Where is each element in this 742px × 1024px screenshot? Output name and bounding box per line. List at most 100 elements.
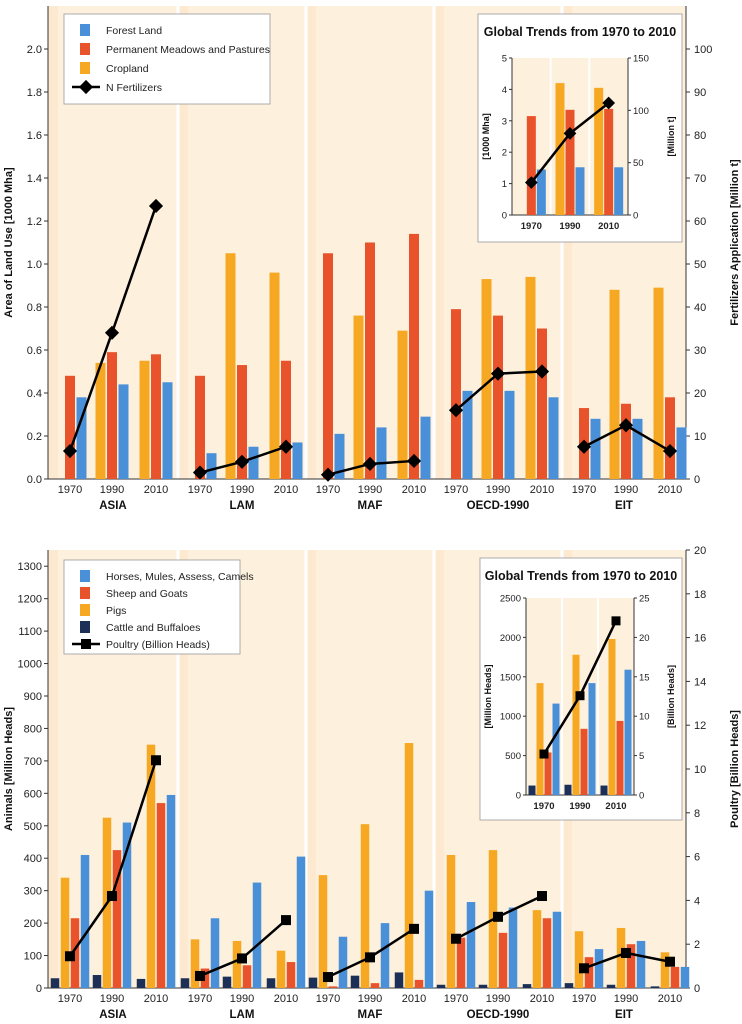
- region-label: OECD-1990: [467, 500, 530, 512]
- bar-maf-2010-permanent-meadows-and-pastures: [409, 233, 419, 479]
- bar-eit-1990-permanent-meadows-and-pastures: [621, 403, 631, 479]
- inset-y-tick-label: 1: [502, 179, 507, 190]
- trend-marker: [195, 970, 205, 981]
- trend-marker: [665, 956, 675, 967]
- y2-tick-label: 20: [694, 545, 706, 557]
- trend-marker: [493, 911, 503, 922]
- trend-marker: [576, 439, 592, 454]
- y2-tick-label: 6: [694, 852, 700, 864]
- inset-y2-tick-label: 100: [633, 106, 649, 117]
- y2-tick-label: 100: [694, 44, 712, 56]
- y2-tick-label: 30: [694, 345, 706, 357]
- bar-asia-1990-sheep-and-goats: [112, 850, 122, 988]
- y-tick-label: 0.8: [27, 302, 42, 314]
- bar-eit-2010-cropland: [653, 287, 664, 479]
- bar-lam-1990-horses-mules-assess-camels: [252, 882, 262, 988]
- trend-marker: [278, 439, 294, 454]
- inset-y2-tick-label: 10: [639, 712, 650, 723]
- bar-eit-2010-sheep-and-goats: [670, 966, 680, 988]
- bar-lam-1970-forest-land: [206, 453, 217, 479]
- legend-label: Forest Land: [106, 25, 162, 37]
- inset-y-axis-title: [1000 Mha]: [481, 113, 491, 160]
- y-tick-label: 0.4: [27, 388, 42, 400]
- inset-y2-axis-title: [Million t]: [666, 117, 676, 157]
- bar-lam-2010-cattle-and-buffaloes: [266, 978, 276, 988]
- y2-axis-title: Poultry [Billion Heads]: [729, 710, 741, 828]
- bar-oecd-1990-2010-permanent-meadows-and-pastures: [537, 328, 547, 479]
- inset-bar: [624, 669, 632, 795]
- trend-marker: [320, 467, 336, 482]
- bar-eit-2010-cattle-and-buffaloes: [650, 986, 660, 988]
- y2-tick-label: 0: [694, 983, 700, 995]
- region-label: LAM: [230, 1009, 255, 1021]
- year-tick-label: 1990: [230, 993, 254, 1005]
- year-tick-label: 1970: [58, 484, 82, 496]
- y2-tick-label: 20: [694, 388, 706, 400]
- y2-tick-label: 4: [694, 895, 700, 907]
- inset-bar: [572, 654, 580, 795]
- region-lam: 1970 1990 2010 LAM: [180, 856, 306, 1021]
- y2-tick-label: 40: [694, 302, 706, 314]
- trend-marker: [65, 951, 75, 962]
- y-tick-label: 1300: [18, 561, 42, 573]
- trend-marker: [151, 755, 161, 766]
- year-tick-label: 1970: [58, 993, 82, 1005]
- trend-marker: [537, 891, 547, 902]
- legend-marker: [81, 639, 91, 649]
- year-tick-label: 1970: [188, 484, 212, 496]
- trend-marker: [662, 443, 678, 459]
- inset-bar: [588, 683, 596, 795]
- y2-tick-label: 60: [694, 216, 706, 228]
- bar-lam-1970-horses-mules-assess-camels: [210, 918, 220, 988]
- inset-bar: [536, 169, 546, 215]
- inset-year-label: 1990: [559, 221, 580, 232]
- inset-year-label: 1970: [521, 221, 542, 232]
- y-tick-label: 0.6: [27, 345, 42, 357]
- bar-maf-1990-cattle-and-buffaloes: [350, 975, 360, 988]
- bar-eit-1990-sheep-and-goats: [626, 944, 636, 988]
- bar-eit-2010-horses-mules-assess-camels: [680, 966, 690, 988]
- bar-oecd-1990-1990-cattle-and-buffaloes: [478, 984, 488, 988]
- region-label: EIT: [615, 500, 633, 512]
- legend-swatch: [80, 43, 90, 55]
- y-tick-label: 800: [24, 723, 42, 735]
- year-tick-label: 1970: [316, 993, 340, 1005]
- year-tick-label: 1990: [358, 484, 382, 496]
- y-tick-label: 600: [24, 788, 42, 800]
- inset-year-label: 1970: [533, 801, 554, 812]
- bar-asia-1970-cattle-and-buffaloes: [50, 978, 60, 988]
- bar-asia-2010-cropland: [139, 360, 150, 479]
- inset-y-tick-label: 5: [502, 54, 507, 65]
- trend-marker: [237, 953, 247, 964]
- trend-marker: [104, 325, 120, 340]
- bar-lam-2010-forest-land: [292, 442, 303, 479]
- inset-bar: [580, 728, 588, 795]
- bar-oecd-1990-1970-forest-land: [462, 390, 473, 479]
- inset-y-tick-label: 3: [502, 116, 507, 127]
- inset-bar: [528, 785, 536, 795]
- legend-label: Cropland: [106, 63, 149, 75]
- trend-marker: [534, 364, 550, 379]
- inset-bar: [616, 720, 624, 795]
- bar-lam-1990-sheep-and-goats: [242, 965, 252, 988]
- trend-marker: [365, 952, 375, 963]
- trend-marker: [362, 456, 378, 472]
- bar-eit-2010-forest-land: [676, 427, 687, 479]
- inset-y-tick-label: 2: [502, 148, 507, 159]
- bar-asia-2010-sheep-and-goats: [156, 803, 166, 988]
- year-tick-label: 2010: [402, 993, 426, 1005]
- trend-marker: [281, 915, 291, 926]
- trend-marker: [323, 972, 333, 983]
- legend-swatch: [80, 604, 90, 616]
- y2-tick-label: 12: [694, 720, 706, 732]
- inset-y2-tick-label: 25: [639, 594, 650, 605]
- bar-lam-2010-pigs: [276, 950, 286, 988]
- inset-bar: [565, 109, 575, 215]
- y-tick-label: 1.6: [27, 130, 42, 142]
- legend-label: Horses, Mules, Assess, Camels: [106, 571, 254, 583]
- bar-asia-2010-horses-mules-assess-camels: [166, 794, 176, 988]
- region-label: EIT: [615, 1009, 633, 1021]
- year-tick-label: 2010: [530, 484, 554, 496]
- inset-year-label: 2010: [598, 221, 619, 232]
- legend-box: [63, 559, 241, 655]
